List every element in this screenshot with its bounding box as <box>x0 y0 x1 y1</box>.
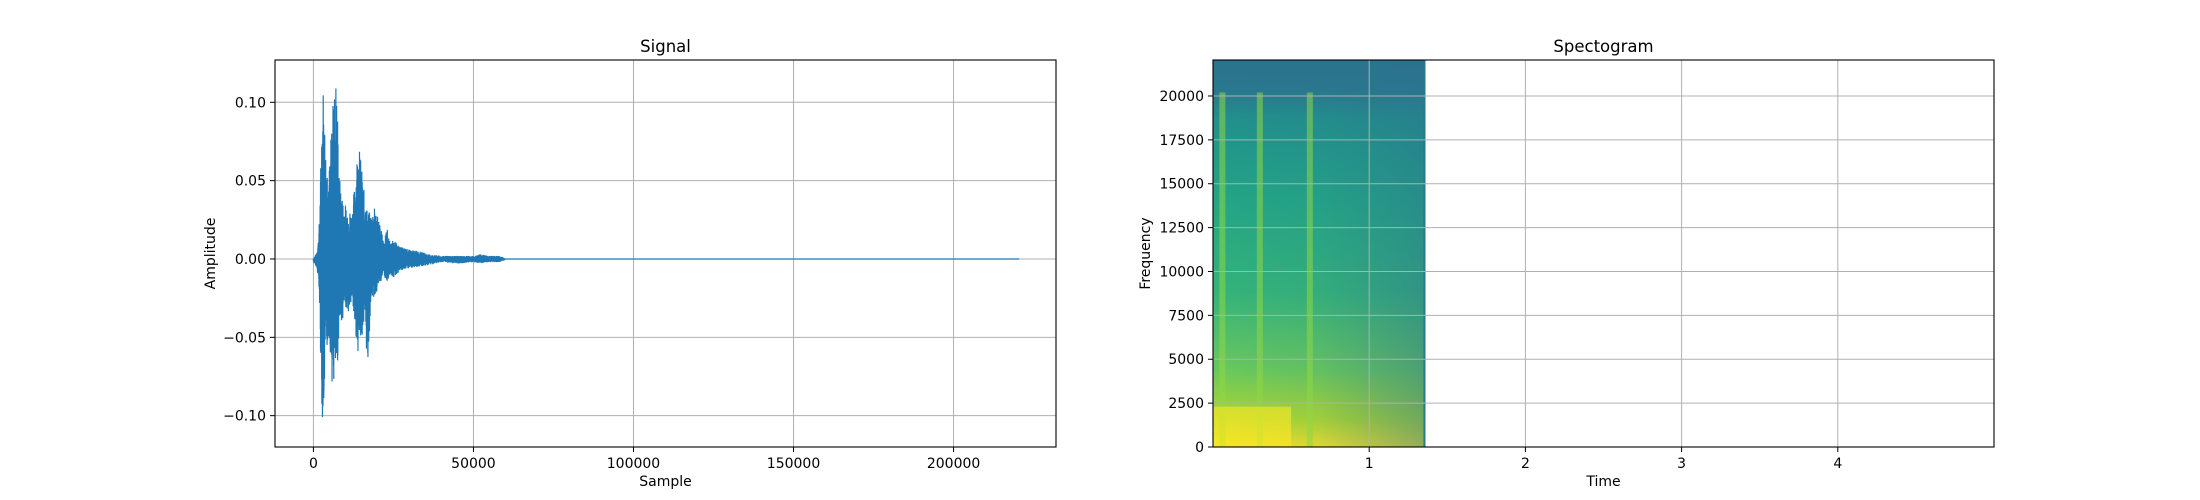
spectrogram-title: Spectogram <box>1553 37 1653 56</box>
0-y-tick-label: −0.10 <box>223 409 266 425</box>
spectrogram-onset-band <box>1219 92 1226 447</box>
spectrogram-decay <box>1213 60 1426 447</box>
1-y-tick-label: 15000 <box>1159 177 1204 193</box>
spectrogram-low-energy-band <box>1213 406 1292 447</box>
spectrogram-image <box>1213 60 1426 447</box>
1-x-tick-label: 1 <box>1365 456 1374 472</box>
spectrogram-x-axis-label: Time <box>1585 474 1620 490</box>
0-y-tick-label: 0.05 <box>235 174 266 190</box>
1-y-tick-label: 2500 <box>1168 396 1204 412</box>
signal-y-axis-label: Amplitude <box>203 218 219 290</box>
spectrogram-axes-frame <box>1212 59 1995 448</box>
1-y-tick-label: 12500 <box>1159 221 1204 237</box>
0-x-tick-label: 0 <box>309 456 318 472</box>
spectrogram-ticks: 1 2 3 4 0 2500 5000 7500 10000 12500 15000 17500 200… <box>1159 89 1842 472</box>
spectrogram-chart: 1 2 3 4 0 2500 5000 7500 10000 12500 15000 17500 200… <box>1138 37 1995 490</box>
0-x-tick-label: 100000 <box>607 456 660 472</box>
signal-waveform <box>312 88 1020 418</box>
spectrogram-onset-band <box>1306 92 1313 447</box>
spectrogram-onsets <box>1213 92 1313 447</box>
1-y-tick-label: 5000 <box>1168 352 1204 368</box>
1-x-tick-label: 4 <box>1833 456 1842 472</box>
0-x-tick-label: 200000 <box>927 456 980 472</box>
signal-title: Signal <box>640 37 691 56</box>
0-y-tick-label: −0.05 <box>223 330 266 346</box>
spectrogram-onset-band <box>1256 92 1263 447</box>
0-y-tick-label: 0.00 <box>235 252 266 268</box>
signal-x-axis-label: Sample <box>639 474 692 490</box>
1-y-tick-label: 17500 <box>1159 133 1204 149</box>
1-x-tick-label: 3 <box>1677 456 1686 472</box>
spectrogram-edge <box>1423 60 1426 447</box>
signal-ticks: 0 50000 100000 150000 200000 −0.10 −0.05 0.00 0.… <box>223 95 980 472</box>
spectrogram-y-axis-label: Frequency <box>1138 217 1154 289</box>
signal-axes-frame <box>274 59 1057 448</box>
0-x-tick-label: 50000 <box>451 456 496 472</box>
signal-plot-area <box>312 88 1020 418</box>
0-x-tick-label: 150000 <box>767 456 820 472</box>
1-x-tick-label: 2 <box>1521 456 1530 472</box>
1-y-tick-label: 20000 <box>1159 89 1204 105</box>
1-y-tick-label: 0 <box>1195 440 1204 456</box>
1-y-tick-label: 7500 <box>1168 308 1204 324</box>
0-y-tick-label: 0.10 <box>235 95 266 111</box>
signal-chart: 0 50000 100000 150000 200000 −0.10 −0.05 0.00 0.… <box>203 37 1057 490</box>
1-y-tick-label: 10000 <box>1159 264 1204 280</box>
